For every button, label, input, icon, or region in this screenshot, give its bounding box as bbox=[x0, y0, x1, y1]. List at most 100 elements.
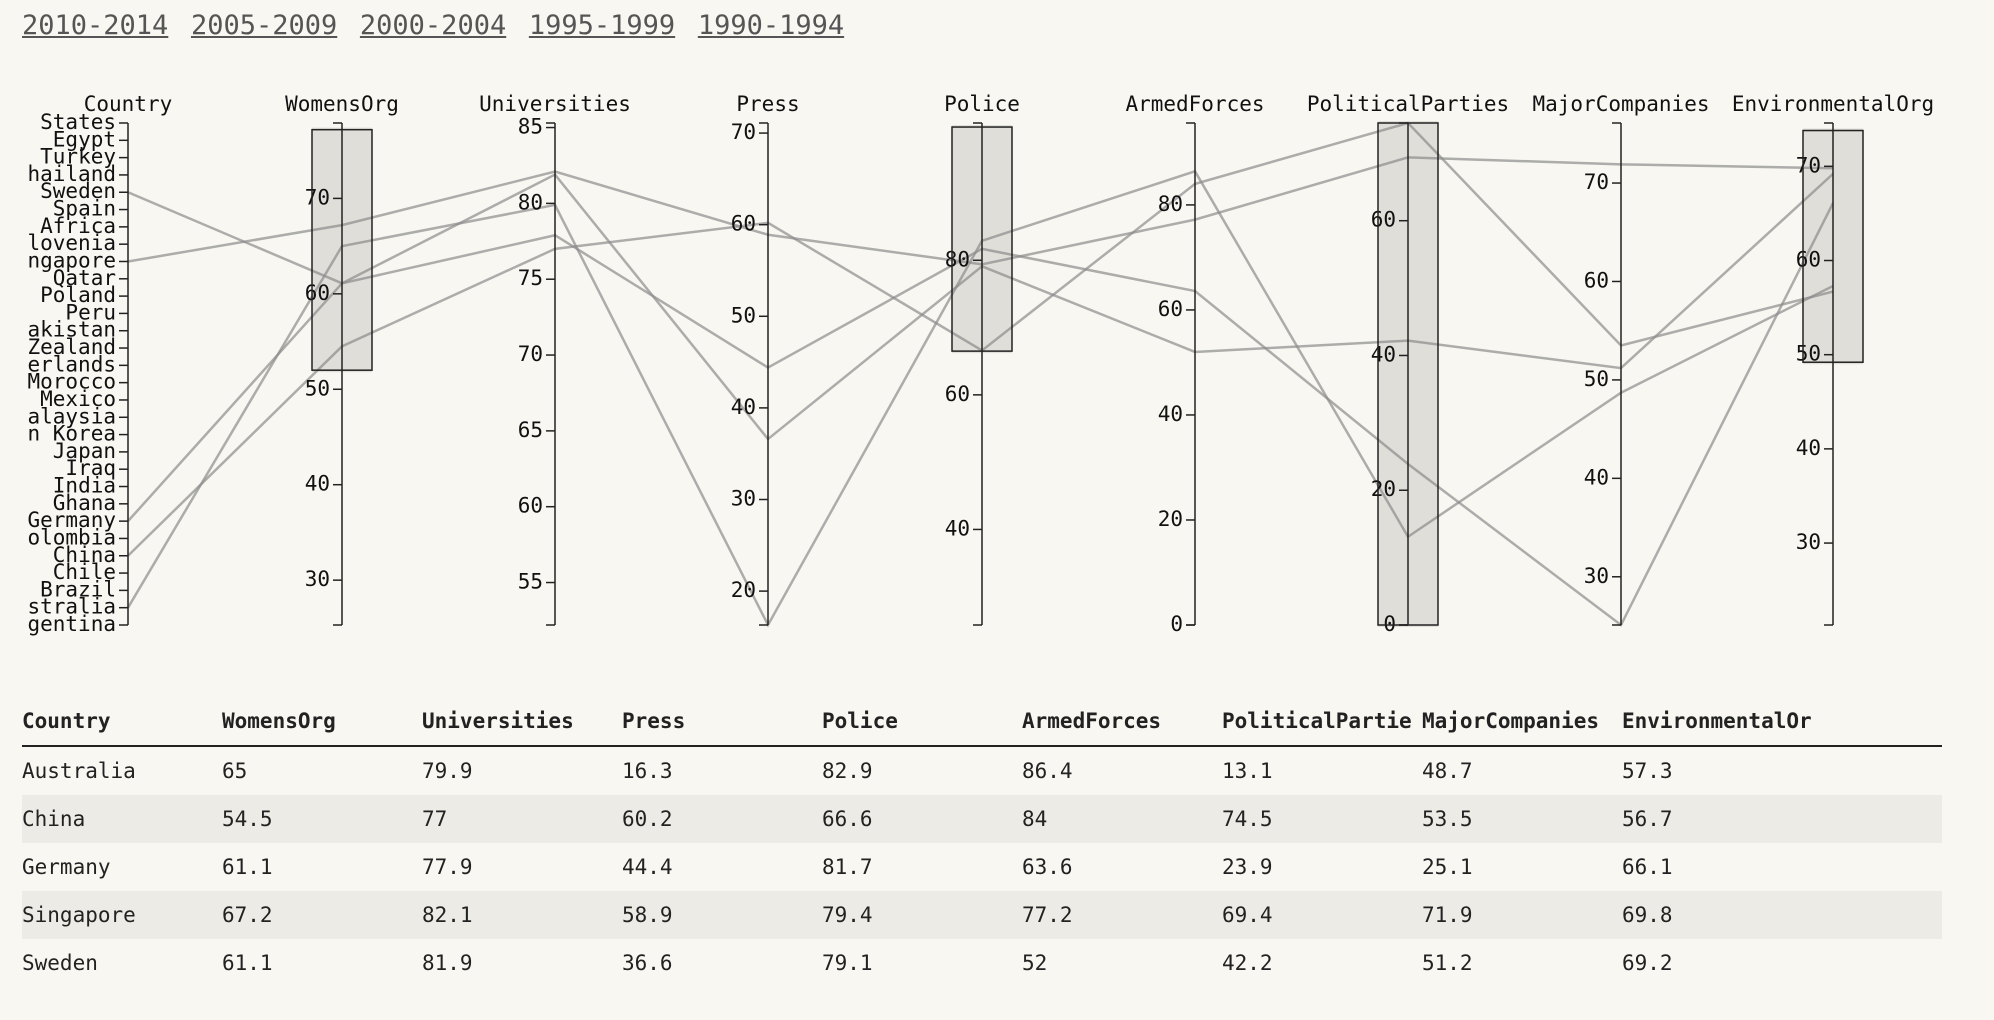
axis-title[interactable]: EnvironmentalOrg bbox=[1732, 92, 1934, 116]
brush-selection[interactable] bbox=[1802, 129, 1864, 363]
table-cell: 23.9 bbox=[1222, 855, 1273, 879]
axis-tick-label: 60 bbox=[1796, 248, 1821, 272]
axis-tick-label: 40 bbox=[1584, 465, 1609, 489]
period-link-1990-1994[interactable]: 1990-1994 bbox=[697, 10, 845, 41]
table-cell: 79.1 bbox=[822, 951, 873, 975]
axis-tick-label: 50 bbox=[1584, 367, 1609, 391]
axis-tick-label: 60 bbox=[1158, 297, 1183, 321]
column-header[interactable]: WomensOrg bbox=[222, 697, 422, 747]
table-cell: 71.9 bbox=[1422, 903, 1473, 927]
table-cell: 74.5 bbox=[1222, 807, 1273, 831]
country-tick-label: ngapore bbox=[27, 248, 116, 272]
table-cell: Singapore bbox=[22, 903, 136, 927]
axis-title[interactable]: Universities bbox=[479, 92, 631, 116]
column-header[interactable]: Press bbox=[622, 697, 822, 747]
axis-tick-label: 70 bbox=[731, 120, 756, 144]
axis-tick-label: 40 bbox=[305, 472, 330, 496]
axis-tick-label: 30 bbox=[305, 567, 330, 591]
parallel-coordinates-chart: Country WomensOrg Universities Press Police A… bbox=[27, 92, 1934, 636]
table-cell: Australia bbox=[22, 759, 136, 783]
axis-title[interactable]: ArmedForces bbox=[1125, 92, 1264, 116]
table-cell: 57.3 bbox=[1622, 759, 1673, 783]
axis-tick-label: 60 bbox=[1371, 208, 1396, 232]
axis-tick-label: 20 bbox=[731, 578, 756, 602]
country-tick-label: n Korea bbox=[27, 422, 116, 446]
table-cell: 66.1 bbox=[1622, 855, 1673, 879]
table-row: China 54.5 77 60.2 66.6 84 74.5 53.5 56.7 bbox=[22, 795, 1942, 843]
country-tick-label: Turkey bbox=[40, 145, 116, 169]
table-cell: Germany bbox=[22, 855, 111, 879]
data-table: Country WomensOrg Universities Press Police A… bbox=[22, 697, 1942, 987]
brush-selection[interactable] bbox=[951, 126, 1013, 352]
country-tick-label: Ghana bbox=[53, 491, 116, 515]
column-header[interactable]: Universities bbox=[422, 697, 622, 747]
period-link-2005-2009[interactable]: 2005-2009 bbox=[190, 10, 338, 41]
column-header[interactable]: EnvironmentalOr bbox=[1622, 697, 1942, 747]
table-cell: 44.4 bbox=[622, 855, 673, 879]
table-cell: 81.7 bbox=[822, 855, 873, 879]
country-tick-label: Japan bbox=[53, 439, 116, 463]
axis-tick-label: 70 bbox=[1796, 153, 1821, 177]
period-link-2000-2004[interactable]: 2000-2004 bbox=[359, 10, 507, 41]
axis-title[interactable]: Country bbox=[84, 92, 173, 116]
table-cell: 13.1 bbox=[1222, 759, 1273, 783]
axis-tick-label: 70 bbox=[305, 185, 330, 209]
country-tick-label: akistan bbox=[27, 318, 116, 342]
column-header[interactable]: MajorCompanies bbox=[1422, 697, 1622, 747]
axis-tick-label: 40 bbox=[1158, 402, 1183, 426]
table-cell: 81.9 bbox=[422, 951, 473, 975]
table-cell: 77 bbox=[422, 807, 448, 831]
axis-tick-label: 40 bbox=[945, 516, 970, 540]
country-tick-label: Germany bbox=[27, 508, 116, 532]
column-header[interactable]: ArmedForces bbox=[1022, 697, 1222, 747]
table-row: Sweden 61.1 81.9 36.6 79.1 52 42.2 51.2 69.2 bbox=[22, 939, 1942, 987]
axis-title[interactable]: Police bbox=[944, 92, 1020, 116]
country-tick-label: Poland bbox=[40, 283, 116, 307]
axis-tick-label: 80 bbox=[945, 247, 970, 271]
axis-title[interactable]: MajorCompanies bbox=[1532, 92, 1709, 116]
table-cell: 79.9 bbox=[422, 759, 473, 783]
table-row: Germany 61.1 77.9 44.4 81.7 63.6 23.9 25.1 66.1 bbox=[22, 843, 1942, 891]
country-tick-label: lovenia bbox=[27, 231, 116, 255]
country-tick-label: India bbox=[53, 474, 116, 498]
axis-title[interactable]: PoliticalParties bbox=[1307, 92, 1509, 116]
axis-title[interactable]: WomensOrg bbox=[285, 92, 399, 116]
axis-tick-label: 70 bbox=[518, 342, 543, 366]
country-tick-label: Zealand bbox=[27, 335, 116, 359]
period-link-1995-1999[interactable]: 1995-1999 bbox=[528, 10, 676, 41]
country-tick-label: China bbox=[53, 543, 116, 567]
axis-tick-label: 80 bbox=[1158, 192, 1183, 216]
axis-tick-label: 30 bbox=[1796, 530, 1821, 554]
axis-tick-label: 70 bbox=[1584, 170, 1609, 194]
axis-tick-label: 60 bbox=[305, 281, 330, 305]
table-cell: 54.5 bbox=[222, 807, 273, 831]
country-tick-label: Qatar bbox=[53, 266, 116, 290]
axis-tick-label: 40 bbox=[1371, 342, 1396, 366]
brush-selection[interactable] bbox=[311, 128, 373, 371]
column-header[interactable]: Police bbox=[822, 697, 1022, 747]
country-tick-label: Brazil bbox=[40, 577, 116, 601]
table-cell: 53.5 bbox=[1422, 807, 1473, 831]
table-cell: 77.9 bbox=[422, 855, 473, 879]
table-cell: 48.7 bbox=[1422, 759, 1473, 783]
country-tick-label: gentina bbox=[27, 612, 116, 636]
table-cell: 63.6 bbox=[1022, 855, 1073, 879]
country-tick-label: Peru bbox=[65, 300, 116, 324]
axis-tick-label: 75 bbox=[518, 266, 543, 290]
axis-tick-label: 60 bbox=[945, 382, 970, 406]
axis-title[interactable]: Press bbox=[736, 92, 799, 116]
column-header[interactable]: PoliticalPartie bbox=[1222, 697, 1422, 747]
table-cell: 67.2 bbox=[222, 903, 273, 927]
axis-tick-label: 85 bbox=[518, 115, 543, 139]
period-link-2010-2014[interactable]: 2010-2014 bbox=[22, 10, 169, 41]
axis-tick-label: 60 bbox=[518, 494, 543, 518]
axis-tick-label: 80 bbox=[518, 190, 543, 214]
table-cell: 51.2 bbox=[1422, 951, 1473, 975]
table-cell: 36.6 bbox=[622, 951, 673, 975]
column-header[interactable]: Country bbox=[22, 697, 222, 747]
table-cell: 16.3 bbox=[622, 759, 673, 783]
country-tick-label: Spain bbox=[53, 197, 116, 221]
table-cell: 69.4 bbox=[1222, 903, 1273, 927]
brush-selection[interactable] bbox=[1377, 122, 1439, 626]
axis-tick-label: 50 bbox=[305, 376, 330, 400]
